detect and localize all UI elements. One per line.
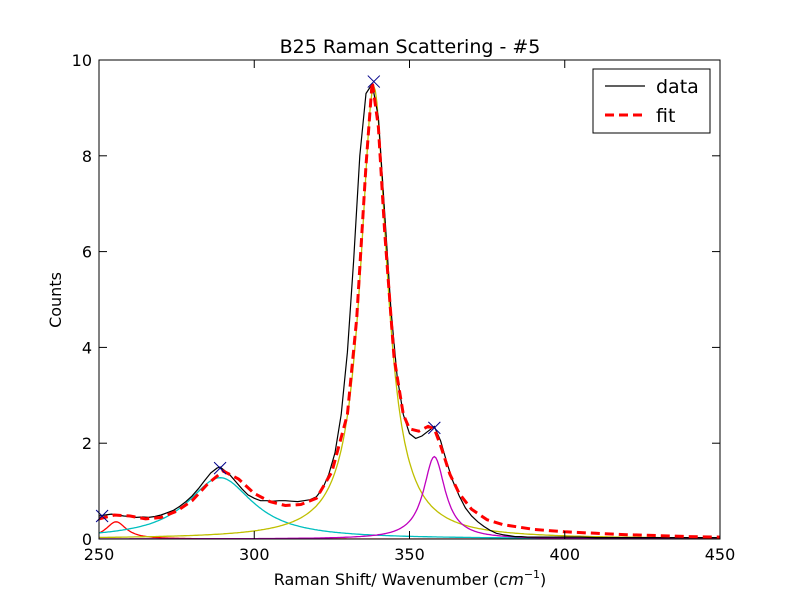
- x-axis-label-unit: cm: [499, 570, 523, 589]
- legend: data fit: [592, 68, 711, 134]
- x-axis-label-exp: −1: [524, 568, 540, 581]
- x-tick-label: 350: [394, 545, 425, 564]
- x-tick-label: 300: [239, 545, 270, 564]
- peak-marker: [427, 421, 441, 435]
- x-axis-label-close: ): [540, 570, 546, 589]
- plot-area: [95, 59, 721, 540]
- peak-marker: [367, 75, 381, 88]
- series-layer: [99, 81, 720, 539]
- y-tick-label: 6: [82, 243, 92, 262]
- y-tick-label: 4: [82, 338, 92, 357]
- x-tick-labels: 250 300 350 400 450: [84, 545, 736, 564]
- component-curve-2: [99, 84, 720, 539]
- x-tick-label: 450: [705, 545, 736, 564]
- y-axis-label: Counts: [46, 272, 65, 328]
- x-axis-label: Raman Shift/ Wavenumber (cm−1): [274, 568, 547, 589]
- tick-marks: [98, 59, 721, 540]
- legend-label-fit: fit: [656, 105, 675, 127]
- legend-box: [592, 68, 711, 134]
- y-tick-label: 8: [82, 147, 92, 166]
- fit-components: [99, 84, 720, 539]
- peak-marker: [95, 509, 109, 523]
- component-curve-1: [99, 477, 720, 539]
- x-tick-label: 400: [549, 545, 580, 564]
- legend-label-data: data: [656, 76, 699, 98]
- peak-marker: [213, 461, 227, 475]
- y-tick-label: 0: [82, 530, 92, 549]
- y-tick-label: 2: [82, 434, 92, 453]
- peak-markers: [95, 75, 441, 523]
- chart-title: B25 Raman Scattering - #5: [280, 36, 541, 58]
- series-line-fit: [99, 81, 720, 539]
- x-axis-label-text: Raman Shift/ Wavenumber (: [274, 570, 500, 589]
- y-tick-label: 10: [72, 51, 92, 70]
- y-tick-labels: 0 2 4 6 8 10: [72, 51, 92, 549]
- x-tick-label: 250: [84, 545, 115, 564]
- series-line-data: [99, 82, 720, 539]
